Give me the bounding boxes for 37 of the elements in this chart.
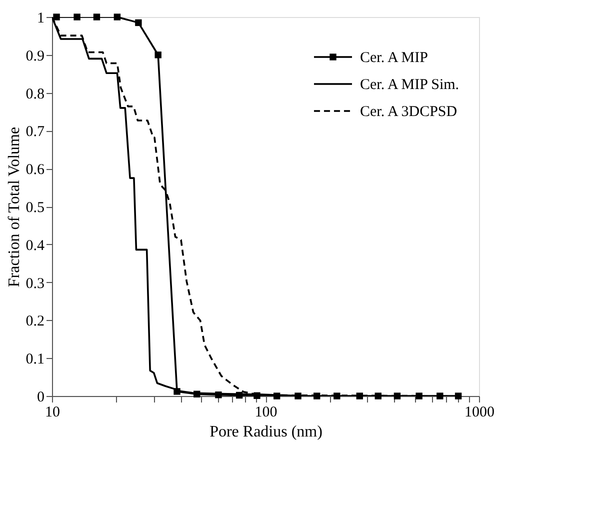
- x-tick-label: 1000: [464, 404, 494, 420]
- point: [273, 392, 280, 400]
- point: [294, 392, 302, 400]
- point: [334, 392, 340, 400]
- point: [254, 392, 260, 399]
- y-tick-label: 1: [37, 10, 44, 26]
- x-axis-title: Pore Radius (nm): [210, 424, 322, 440]
- legend-label: Cer. A 3DCPSD: [360, 104, 458, 120]
- x-tick-label: 100: [254, 404, 278, 420]
- y-tick-label: 0.5: [26, 200, 44, 216]
- point: [93, 14, 100, 20]
- y-tick-label: 0.7: [26, 124, 45, 140]
- point: [135, 19, 142, 26]
- point: [53, 14, 60, 20]
- point: [454, 392, 462, 400]
- point: [374, 392, 382, 400]
- y-tick-label: 0: [37, 390, 44, 406]
- point: [314, 392, 320, 400]
- point: [194, 390, 200, 398]
- y-tick-label: 0.3: [26, 276, 44, 292]
- point: [74, 14, 80, 20]
- point: [154, 52, 162, 58]
- point: [416, 392, 422, 400]
- y-tick-label: 0.6: [26, 162, 45, 178]
- point: [394, 392, 401, 400]
- y-axis-title: Fraction of Total Volume: [6, 126, 23, 288]
- legend-label: Cer. A MIP: [360, 50, 428, 66]
- point: [215, 392, 222, 398]
- y-tick-label: 0.8: [26, 86, 44, 102]
- point: [174, 388, 180, 395]
- y-tick-label: 0.4: [26, 238, 45, 254]
- x-tick-label: 10: [45, 404, 60, 420]
- y-tick-label: 0.1: [26, 352, 44, 368]
- y-tick-label: 0.9: [26, 48, 44, 64]
- legend-label: Cer. A MIP Sim.: [360, 77, 460, 93]
- y-tick-label: 0.2: [26, 314, 44, 330]
- point: [114, 14, 121, 20]
